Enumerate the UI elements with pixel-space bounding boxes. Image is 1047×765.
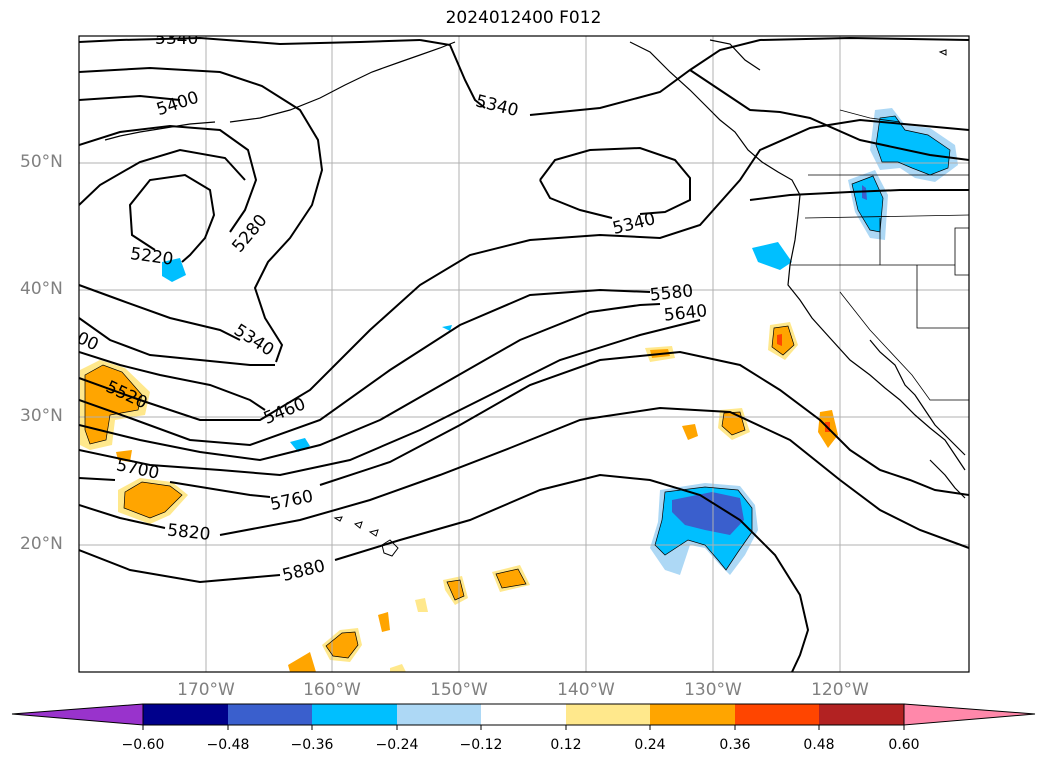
colorbar-bin (481, 704, 566, 725)
contour-label: 5580 (649, 281, 694, 305)
contour-label: 5280 (228, 211, 271, 257)
lon-label: 130°W (684, 680, 742, 700)
contour-label: 5640 (663, 301, 708, 325)
colorbar-tick-label: −0.24 (375, 737, 419, 753)
colorbar-tick-label: 0.24 (634, 737, 666, 753)
colorbar-bin (566, 704, 650, 725)
colorbar-tick-label: 0.36 (719, 737, 751, 753)
colorbar-tick-label: 0.60 (888, 737, 920, 753)
contour-label: 5400 (154, 88, 201, 120)
coastlines (104, 39, 966, 499)
contour-label: 5700 (114, 455, 160, 484)
colorbar-extend-high (903, 703, 1036, 726)
colorbar-tick-label: 0.48 (803, 737, 835, 753)
colorbar-tick-label: −0.12 (459, 737, 503, 753)
lat-label: 20°N (20, 534, 63, 554)
contour-label: 5220 (129, 244, 175, 270)
colorbar-tick-label: 0.12 (550, 737, 582, 753)
contour-label: 5460 (261, 394, 309, 429)
gridlines (79, 36, 969, 672)
colorbar (11, 703, 1036, 730)
map-frame (78, 35, 970, 673)
contour-label: 5340 (611, 209, 658, 239)
colorbar-extend-low (11, 703, 144, 726)
lon-label: 160°W (303, 680, 361, 700)
borders (790, 109, 969, 401)
page-title: 2024012400 F012 (445, 8, 602, 28)
colorbar-bin (312, 704, 397, 725)
lat-label: 30°N (20, 406, 63, 426)
lon-label: 170°W (177, 680, 235, 700)
colorbar-bin (143, 704, 228, 725)
colorbar-tick-label: −0.60 (121, 737, 165, 753)
contour-label: 5760 (268, 486, 314, 515)
contour-label: 5340 (155, 29, 198, 49)
lon-label: 140°W (557, 680, 615, 700)
lat-label: 50°N (20, 152, 63, 172)
lat-label: 40°N (20, 279, 63, 299)
colorbar-tick-label: −0.48 (206, 737, 250, 753)
lon-label: 120°W (811, 680, 869, 700)
lon-label: 150°W (430, 680, 488, 700)
colorbar-bin (735, 704, 819, 725)
contour-label: 5340 (474, 91, 521, 121)
contour-label: 5820 (166, 520, 211, 544)
islands (333, 49, 947, 557)
colorbar-bin (819, 704, 904, 725)
colorbar-tick-label: −0.36 (290, 737, 334, 753)
map-area: 5340 5400 5340 5340 5280 5220 5580 5640 … (74, 29, 969, 672)
contour-label: 00 (74, 328, 102, 355)
colorbar-bin (228, 704, 312, 725)
contour-label: 5880 (280, 556, 327, 586)
colorbar-bin (650, 704, 735, 725)
contour-lines (79, 36, 969, 672)
shading-outlines (84, 115, 951, 659)
colorbar-bin (397, 704, 481, 725)
